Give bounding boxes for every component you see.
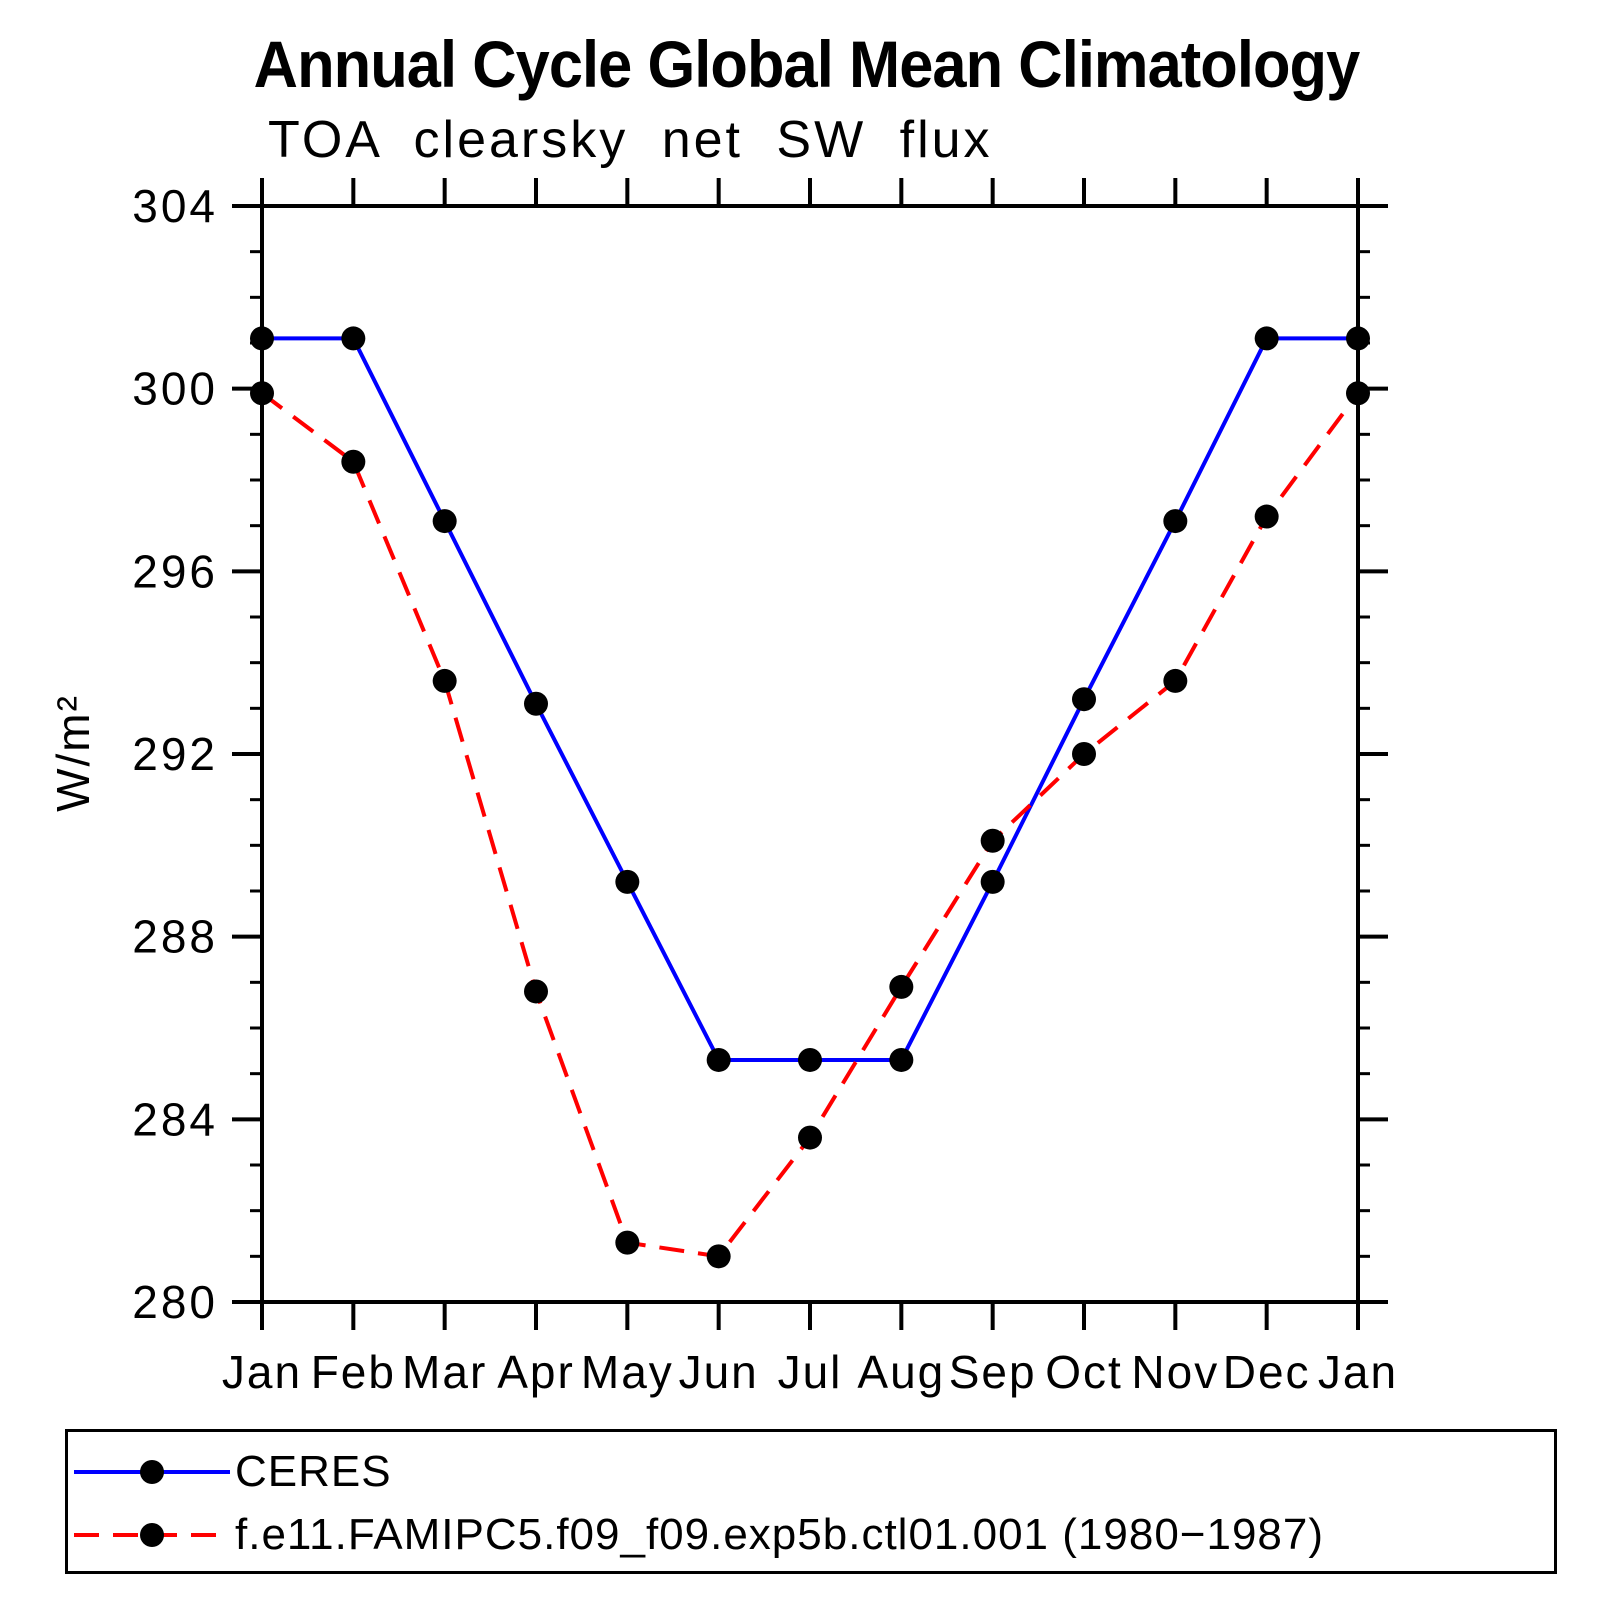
x-tick-label: Oct — [1045, 1346, 1123, 1398]
data-point-marker — [524, 691, 548, 716]
data-point-marker — [432, 509, 457, 534]
y-tick-label: 284 — [132, 1093, 218, 1145]
data-point-marker — [1072, 742, 1096, 766]
x-tick-label: Mar — [402, 1346, 487, 1398]
data-point-marker — [1346, 326, 1370, 351]
data-point-marker — [250, 381, 274, 406]
data-point-marker — [341, 326, 366, 351]
chart-subtitle: TOA clearsky net SW flux — [268, 111, 993, 169]
data-point-marker — [524, 979, 548, 1004]
data-point-marker — [706, 1244, 731, 1269]
data-point-marker — [1072, 687, 1096, 712]
data-point-marker — [1254, 326, 1279, 351]
x-tick-label: May — [581, 1346, 674, 1398]
data-point-marker — [341, 449, 366, 474]
data-point-marker — [1346, 381, 1370, 406]
x-tick-label: Apr — [497, 1346, 575, 1398]
x-tick-label: Nov — [1131, 1346, 1219, 1398]
data-point-marker — [889, 1047, 914, 1072]
chart-title: Annual Cycle Global Mean Climatology — [253, 27, 1361, 101]
x-tick-label: Sep — [949, 1346, 1037, 1398]
legend-item-model: f.e11.FAMIPC5.f09_f09.exp5b.ctl01.001 (1… — [68, 1505, 1554, 1565]
y-tick-label: 292 — [132, 728, 218, 780]
data-point-marker — [615, 869, 640, 894]
data-point-marker — [432, 668, 457, 693]
x-tick-label: Jul — [778, 1346, 843, 1398]
x-tick-label: Jun — [679, 1346, 759, 1398]
data-point-marker — [980, 869, 1005, 894]
data-point-marker — [798, 1125, 822, 1150]
series-line-0 — [262, 336, 1358, 1062]
x-tick-label: Jan — [222, 1346, 302, 1398]
y-tick-label: 296 — [132, 545, 218, 597]
y-tick-label: 288 — [132, 911, 218, 963]
data-point-marker — [889, 974, 914, 999]
data-point-marker — [1254, 504, 1279, 529]
legend-item-ceres: CERES — [68, 1442, 1554, 1502]
model-dashed-line-swatch-icon — [74, 1523, 230, 1547]
x-tick-label: Aug — [857, 1346, 945, 1398]
x-tick-label: Dec — [1223, 1346, 1311, 1398]
x-tick-label: Feb — [311, 1346, 396, 1398]
data-point-marker — [1163, 509, 1188, 534]
y-tick-label: 280 — [132, 1276, 218, 1328]
legend-label-ceres: CERES — [235, 1447, 392, 1496]
ceres-line-swatch-icon — [74, 1460, 230, 1484]
data-point-marker — [250, 326, 274, 351]
data-point-marker — [980, 828, 1005, 853]
legend: CERES f.e11.FAMIPC5.f09_f09.exp5b.ctl01.… — [65, 1429, 1557, 1574]
x-tick-label: Jan — [1318, 1346, 1398, 1398]
data-point-marker — [1163, 668, 1188, 693]
data-point-marker — [615, 1230, 640, 1255]
legend-label-model: f.e11.FAMIPC5.f09_f09.exp5b.ctl01.001 (1… — [235, 1510, 1325, 1559]
data-point-marker — [798, 1047, 822, 1072]
y-tick-label: 300 — [132, 363, 218, 415]
data-point-marker — [706, 1047, 731, 1072]
y-tick-label: 304 — [132, 180, 218, 232]
